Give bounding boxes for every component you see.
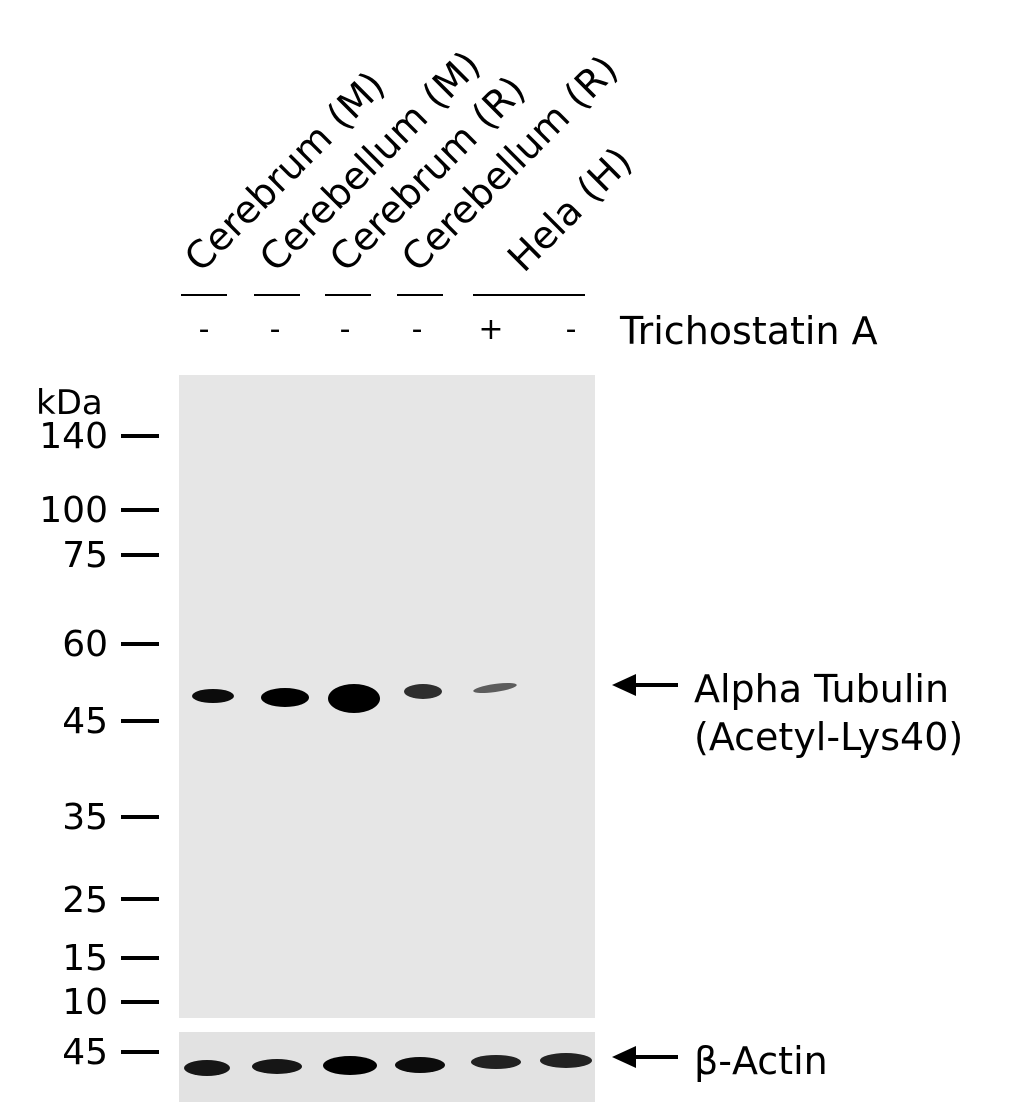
tubulin-band-5 xyxy=(472,680,518,696)
mw-marker-45: 45 xyxy=(62,701,108,742)
mw-marker-10: 10 xyxy=(62,982,108,1023)
treatment-sign-3: - xyxy=(339,312,351,347)
mw-tick-35 xyxy=(121,815,159,819)
mw-tick-10 xyxy=(121,1000,159,1004)
lane-underline-2 xyxy=(254,294,300,296)
treatment-sign-4: - xyxy=(411,312,423,347)
loading-mw-marker-45: 45 xyxy=(62,1032,108,1073)
treatment-sign-2: - xyxy=(269,312,281,347)
lane-underline-5 xyxy=(473,294,585,296)
loading-mw-tick-45 xyxy=(121,1050,159,1054)
mw-tick-140 xyxy=(121,434,159,438)
treatment-label: Trichostatin A xyxy=(620,309,878,353)
tubulin-band-1 xyxy=(192,689,234,703)
beta-actin-label: β-Actin xyxy=(694,1039,828,1083)
actin-band-6 xyxy=(540,1053,592,1068)
treatment-sign-5: + xyxy=(478,312,504,347)
actin-band-5 xyxy=(471,1055,521,1069)
treatment-sign-1: - xyxy=(198,312,210,347)
lane-underline-1 xyxy=(181,294,227,296)
mw-tick-60 xyxy=(121,642,159,646)
actin-band-1 xyxy=(184,1060,230,1076)
mw-marker-140: 140 xyxy=(39,416,108,457)
lane-underline-3 xyxy=(325,294,371,296)
mw-tick-45 xyxy=(121,719,159,723)
mw-marker-25: 25 xyxy=(62,880,108,921)
actin-band-4 xyxy=(395,1057,445,1073)
mw-marker-75: 75 xyxy=(62,535,108,576)
alpha-tubulin-label: Alpha Tubulin (Acetyl-Lys40) xyxy=(694,666,963,761)
beta-actin-arrow-icon xyxy=(612,1046,678,1068)
mw-marker-15: 15 xyxy=(62,938,108,979)
treatment-sign-6: - xyxy=(565,312,577,347)
alpha-tubulin-label-line2: (Acetyl-Lys40) xyxy=(694,714,964,759)
mw-marker-35: 35 xyxy=(62,797,108,838)
lane-underline-4 xyxy=(397,294,443,296)
mw-tick-15 xyxy=(121,956,159,960)
tubulin-band-2 xyxy=(261,688,309,707)
alpha-tubulin-label-line1: Alpha Tubulin xyxy=(694,667,950,711)
mw-marker-60: 60 xyxy=(62,624,108,665)
mw-tick-100 xyxy=(121,508,159,512)
alpha-tubulin-arrow-icon xyxy=(612,674,678,696)
mw-tick-25 xyxy=(121,897,159,901)
main-blot xyxy=(179,375,595,1018)
tubulin-band-4 xyxy=(404,684,442,699)
actin-band-2 xyxy=(252,1059,302,1074)
mw-marker-100: 100 xyxy=(39,490,108,531)
actin-band-3 xyxy=(323,1056,377,1075)
mw-tick-75 xyxy=(121,553,159,557)
tubulin-band-3 xyxy=(328,684,380,713)
loading-blot xyxy=(179,1032,595,1102)
kda-unit-label: kDa xyxy=(36,383,103,423)
